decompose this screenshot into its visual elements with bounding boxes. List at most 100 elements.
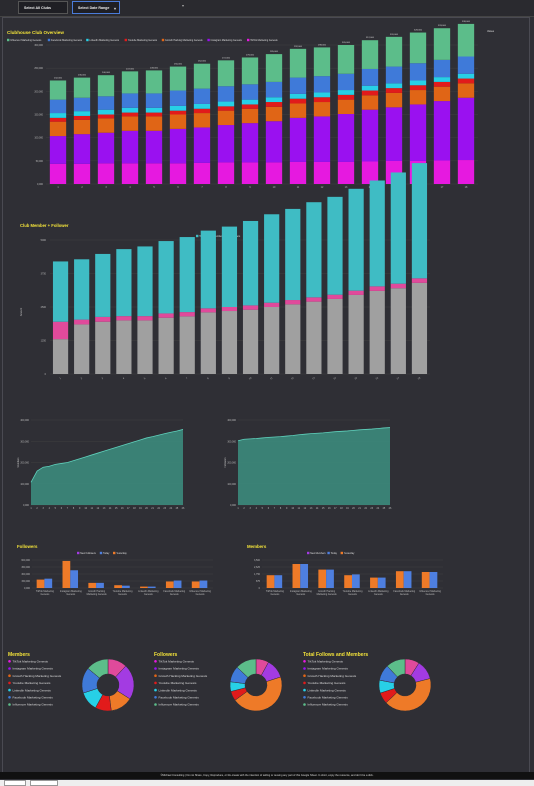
bar-total [137,246,153,317]
members-area-x-tick: 10 [84,507,87,510]
members-area-line [30,429,184,483]
bar-total [74,259,90,320]
total-label: 320,000 [390,34,399,36]
members-area-x-tick: 17 [127,507,130,510]
members-bar-bar-yesterday [266,575,275,588]
followers-bar-x-tick: Influencer Marketing [189,590,211,593]
followers-bar-x-tick: LinkedIn Marketing [138,590,159,593]
members-bar-x-tick: Influencer Marketing [419,590,441,593]
followers-bar-legend-swatch [99,551,103,555]
bar-segment [361,40,379,69]
members-bar-bar-today [351,574,360,588]
bar-segment [73,119,91,135]
bar-segment [385,92,403,108]
donut-followers-legend-dot [154,667,157,670]
donut-members-legend-dot [8,703,11,706]
bar-segment [49,117,67,122]
donut-total-legend-label: TikTok Marketing Genesis [308,660,344,664]
bar-segment [145,93,163,108]
y-tick: 5000 [41,239,47,242]
x-tick: 13 [312,376,316,380]
members-area-x-tick: 8 [73,507,75,510]
x-tick: 10 [248,376,252,380]
members-bar-x-tick: Youtube Marketing [343,590,364,593]
donut-total-legend-dot [303,696,306,699]
bar-segment [193,63,211,89]
bar-segment [409,90,427,105]
overview-legend-swatch [161,38,165,42]
donut-followers-legend-label: Influencer Marketing Genesis [159,703,200,707]
followers-area-x-tick: 7 [274,507,276,510]
y-tick: 50,000 [36,160,44,163]
followers-bar-x-tick-2: Genesis [118,593,128,596]
bar-segment [97,109,115,115]
followers-area-x-tick: 21 [358,507,361,510]
followers-bar-bar-today [44,578,53,588]
members-area-x-tick: 19 [139,507,142,510]
total-label: 298,000 [318,44,327,46]
bar-segment [433,28,451,60]
bar-followers [137,320,153,374]
members-area-y-tick: 100,000 [20,483,29,486]
total-label: 338,000 [462,21,471,23]
clubs-filter[interactable]: Select All Clubs [18,1,68,14]
followers-bar-x-tick: Facebook Marketing [163,590,185,593]
y-tick: 1250 [41,340,47,343]
x-tick: 5 [153,186,155,189]
bar-followers [285,304,301,374]
bar-members [285,300,301,305]
bar-segment [433,81,451,87]
donut-total-legend-dot [303,688,306,692]
members-bar-x-tick: LinkedIn Marketing [368,590,389,593]
sheet-tab-active[interactable] [30,780,58,786]
bar-segment [121,107,139,113]
followers-area-x-tick: 9 [286,507,288,510]
bar-segment [169,163,187,184]
followers-bar-title: Followers [17,544,38,549]
overview-legend-swatch [7,38,10,42]
followers-bar-y-tick: 450,000 [21,566,30,569]
donut-total-legend-label: Influencer Marketing Genesis [308,703,349,707]
bar-followers [242,309,259,374]
donut-followers-legend-dot [154,696,157,699]
total-label: 262,000 [198,61,207,63]
x-tick: 9 [228,377,231,381]
overview-legend-swatch [86,38,89,42]
overview-legend-label: Influencer Marketing Genesis [10,39,42,42]
donut-followers-legend-dot [154,681,157,685]
followers-area-x-tick: 11 [298,507,301,510]
bar-segment [193,108,211,114]
y-tick: 150,000 [34,114,43,117]
bar-segment [145,112,163,117]
overview-legend-swatch [47,38,51,42]
members-area-x-tick: 2 [36,507,38,510]
bar-segment [337,99,355,115]
bar-total [221,226,238,307]
sheet-tab[interactable] [4,780,26,786]
bar-segment [169,114,187,129]
donut-followers-legend-dot [154,674,157,677]
bar-segment [409,63,427,81]
followers-area-x-tick: 17 [334,507,337,510]
bar-segment [409,85,427,91]
bar-segment [217,110,235,126]
total-label: 249,000 [150,67,159,69]
bar-segment [385,66,403,84]
members-area-x-tick: 5 [55,507,57,510]
y-tick: 3750 [41,273,47,276]
bar-members [327,294,343,299]
chevron-down-icon[interactable]: ▾ [182,3,185,8]
members-area-x-tick: 16 [121,507,124,510]
date-range-filter-label: Select Date Range [78,6,110,10]
donut-members-legend-label: TikTok Marketing Genesis [13,660,49,664]
donut-members-legend-label: Instagram Marketing Genesis [13,667,54,671]
overview-legend-swatch [247,38,250,42]
y-tick: 200,000 [34,90,43,93]
bar-members [369,286,385,291]
donut-total-legend-label: Instagram Marketing Genesis [308,667,349,671]
x-tick: 4 [129,186,131,189]
date-range-filter[interactable]: Select Date Range ▾ [72,1,120,14]
followers-bar-bar-yesterday [140,586,148,588]
bar-segment [241,104,259,109]
bar-segment [241,99,259,105]
